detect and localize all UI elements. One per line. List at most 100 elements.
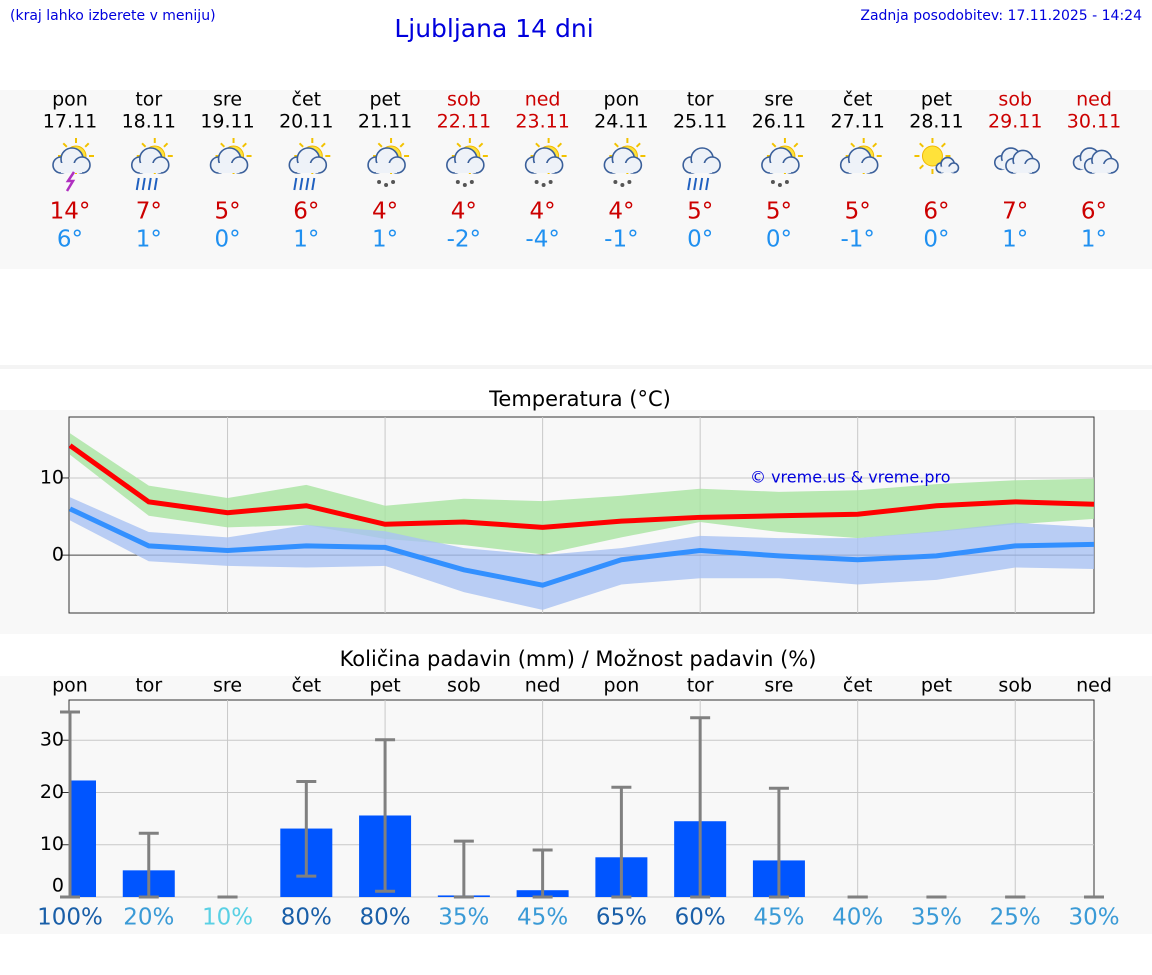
low-temp: -4° xyxy=(525,227,559,253)
weather-icon xyxy=(914,138,960,174)
high-temp: 7° xyxy=(1002,199,1028,225)
low-temp: -1° xyxy=(840,227,874,253)
date: 22.11 xyxy=(437,111,491,133)
menu-note: (kraj lahko izberete v meniju) xyxy=(10,8,216,24)
x-tick-label: pet xyxy=(921,675,952,697)
high-temp: 5° xyxy=(845,199,871,225)
lightning xyxy=(65,171,76,192)
snow xyxy=(770,180,775,184)
rain xyxy=(705,177,710,191)
sun-ray xyxy=(242,142,247,148)
chart-title: Količina padavin (mm) / Možnost padavin … xyxy=(340,647,817,671)
high-temp: 5° xyxy=(687,199,713,225)
date: 24.11 xyxy=(594,111,648,133)
high-temp: 14° xyxy=(50,199,91,225)
x-tick-label: čet xyxy=(843,675,873,697)
y-tick-label: 0 xyxy=(52,875,64,897)
x-tick-label: pon xyxy=(52,675,88,697)
weather-icon xyxy=(839,138,882,174)
cloud-part xyxy=(454,163,476,173)
date: 27.11 xyxy=(830,111,884,133)
cloud-part xyxy=(533,163,555,173)
weather-icon xyxy=(682,147,721,191)
weather-icon xyxy=(1072,147,1119,174)
date: 29.11 xyxy=(988,111,1042,133)
chance-label: 100% xyxy=(37,905,103,931)
sun-ray xyxy=(919,164,924,170)
weather-icon xyxy=(130,138,173,191)
snow xyxy=(784,180,789,184)
low-temp: 1° xyxy=(293,227,319,253)
cloud-part xyxy=(1013,163,1033,173)
x-tick-label: ned xyxy=(525,675,561,697)
snow xyxy=(613,180,618,184)
snow xyxy=(377,180,382,184)
high-temp: 5° xyxy=(766,199,792,225)
snow xyxy=(777,183,782,187)
high-temp: 5° xyxy=(214,199,240,225)
cloud-part xyxy=(61,163,82,173)
rain xyxy=(141,177,146,191)
weekday: ned xyxy=(525,89,561,111)
cloud-part xyxy=(376,163,398,173)
chance-label: 60% xyxy=(675,905,726,931)
bar xyxy=(69,780,96,897)
sun-ray xyxy=(793,142,799,148)
rain xyxy=(135,177,140,191)
date: 23.11 xyxy=(515,111,569,133)
weekday: pet xyxy=(921,89,952,111)
chance-label: 25% xyxy=(990,905,1041,931)
snow xyxy=(541,183,546,187)
cloud-part xyxy=(297,163,319,173)
snow xyxy=(627,180,632,184)
divider xyxy=(0,365,1152,369)
weekday: čet xyxy=(292,89,322,111)
rain xyxy=(693,177,698,191)
chance-label: 10% xyxy=(202,905,253,931)
weekday: sre xyxy=(764,89,793,111)
page-title: Ljubljana 14 dni xyxy=(394,14,593,43)
weather-icon xyxy=(209,138,252,174)
weekday: sob xyxy=(447,89,481,111)
range-band xyxy=(70,433,1094,555)
series-layer xyxy=(69,433,1094,610)
sun-ray xyxy=(635,142,641,148)
low-temp: 1° xyxy=(1002,227,1028,253)
sun-ray xyxy=(456,142,462,148)
last-update: Zadnja posodobitev: 17.11.2025 - 14:24 xyxy=(860,8,1142,24)
rain xyxy=(305,177,310,191)
weekday: sre xyxy=(213,89,242,111)
line xyxy=(69,506,1094,588)
high-temp: 4° xyxy=(530,199,556,225)
weekday: tor xyxy=(687,89,714,111)
x-tick-label: tor xyxy=(135,675,162,697)
chance-label: 30% xyxy=(1068,905,1119,931)
sun-ray xyxy=(298,142,304,148)
cloud-part xyxy=(612,163,634,173)
x-tick-label: pon xyxy=(604,675,640,697)
rain xyxy=(153,177,158,191)
chance-label: 45% xyxy=(517,905,568,931)
date: 20.11 xyxy=(279,111,333,133)
high-temp: 6° xyxy=(923,199,949,225)
days-panel xyxy=(0,90,1152,269)
weekday: pon xyxy=(604,89,640,111)
x-tick-label: čet xyxy=(292,675,322,697)
cloud-part xyxy=(691,163,713,173)
y-tick-label: 10 xyxy=(40,833,64,855)
rain xyxy=(699,177,704,191)
date: 17.11 xyxy=(43,111,97,133)
chance-label: 45% xyxy=(753,905,804,931)
y-tick-label: 0 xyxy=(52,544,64,566)
weekday: ned xyxy=(1076,89,1112,111)
high-temp: 4° xyxy=(608,199,634,225)
rain xyxy=(687,177,692,191)
sun-ray xyxy=(478,142,484,148)
y-tick-label: 30 xyxy=(40,729,64,751)
weather-icon xyxy=(524,138,567,187)
snow xyxy=(462,183,467,187)
sun-ray xyxy=(399,142,405,148)
date: 28.11 xyxy=(909,111,963,133)
sun-ray xyxy=(535,142,541,148)
rain xyxy=(299,177,304,191)
